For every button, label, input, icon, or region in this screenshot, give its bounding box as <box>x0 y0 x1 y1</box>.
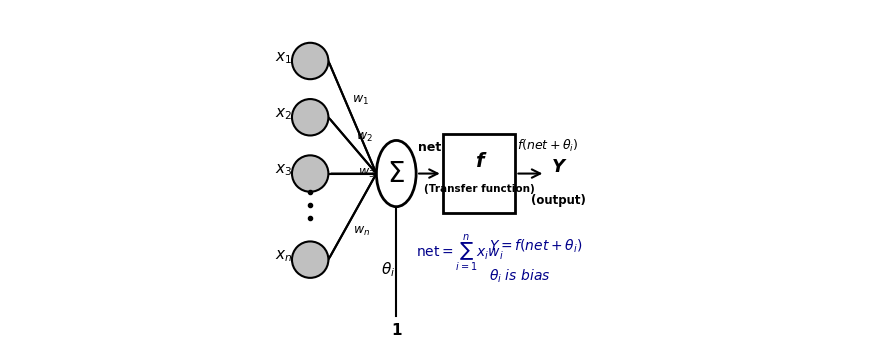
Text: $w_n$: $w_n$ <box>353 225 371 238</box>
Text: $Y = f(net + \theta_i)$: $Y = f(net + \theta_i)$ <box>489 238 582 255</box>
Text: net: net <box>418 141 441 154</box>
Text: Y: Y <box>552 158 565 176</box>
Text: $\theta_i$: $\theta_i$ <box>381 260 395 279</box>
FancyBboxPatch shape <box>443 134 515 213</box>
Text: $\mathrm{net} = \sum_{i=1}^{n} x_i w_i$: $\mathrm{net} = \sum_{i=1}^{n} x_i w_i$ <box>416 232 504 274</box>
Text: $x_2$: $x_2$ <box>276 106 292 122</box>
Text: $f(net+\theta_i)$: $f(net+\theta_i)$ <box>517 138 578 154</box>
Text: f: f <box>474 152 483 171</box>
Text: $x_3$: $x_3$ <box>275 162 292 178</box>
Ellipse shape <box>377 140 416 207</box>
Circle shape <box>292 155 329 192</box>
Text: (Transfer function): (Transfer function) <box>424 184 535 194</box>
Text: $w_2$: $w_2$ <box>356 131 372 144</box>
Text: $w_1$: $w_1$ <box>351 94 369 107</box>
Text: $x_1$: $x_1$ <box>276 50 292 65</box>
Circle shape <box>292 241 329 278</box>
Circle shape <box>292 99 329 135</box>
Text: $\theta_i$ is bias: $\theta_i$ is bias <box>489 267 550 285</box>
Text: (output): (output) <box>531 194 586 207</box>
Text: 1: 1 <box>391 323 401 338</box>
Text: $w_3$: $w_3$ <box>358 167 375 180</box>
Circle shape <box>292 43 329 79</box>
Text: $\Sigma$: $\Sigma$ <box>387 160 405 188</box>
Text: $x_n$: $x_n$ <box>275 249 292 264</box>
